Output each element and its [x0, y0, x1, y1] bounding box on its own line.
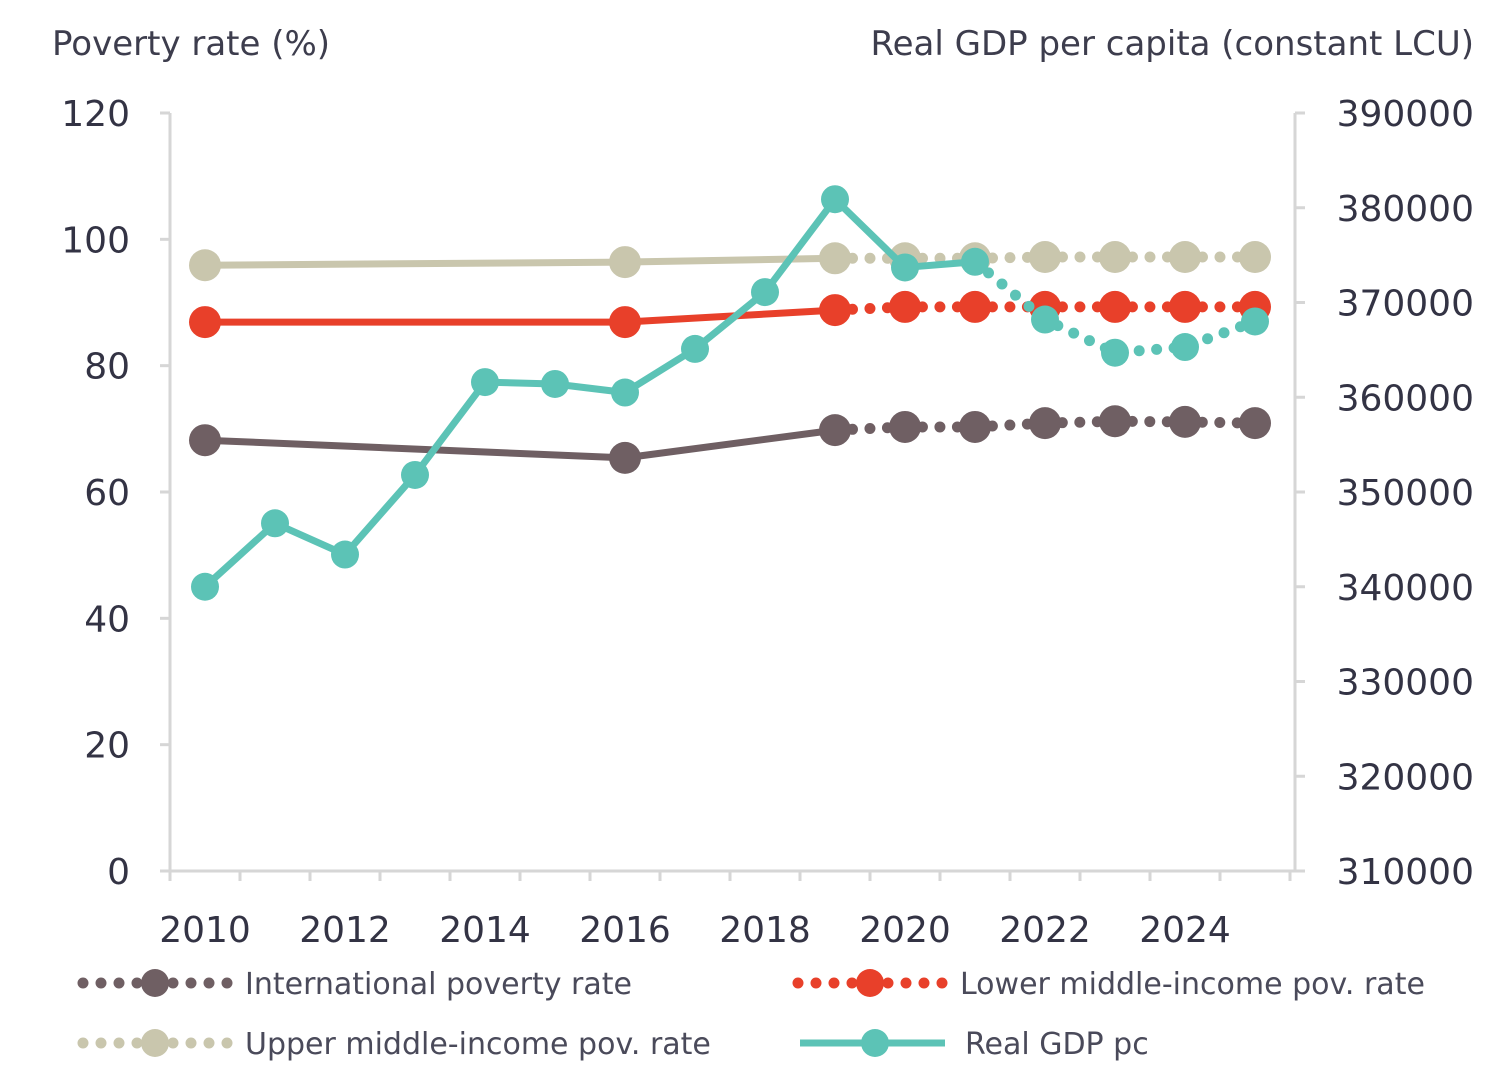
upper-middle-income-pov-rate-point — [1239, 241, 1271, 274]
right-tick-label: 350000 — [1337, 473, 1474, 514]
international-poverty-rate-point — [609, 441, 641, 474]
real-gdp-pc-point — [961, 247, 989, 276]
right-tick-label: 380000 — [1337, 189, 1474, 230]
real-gdp-pc-point — [1101, 338, 1129, 367]
real-gdp-pc-point — [331, 540, 359, 569]
x-tick-label: 2012 — [299, 910, 391, 951]
left-tick-label: 60 — [84, 473, 130, 514]
legend-swatch-marker — [856, 969, 884, 997]
x-tick-label: 2024 — [1139, 910, 1231, 951]
upper-middle-income-pov-rate-point — [1029, 241, 1061, 274]
legend-item: Lower middle-income pov. rate — [792, 967, 1425, 1002]
real-gdp-pc-point — [261, 509, 289, 538]
axes: 0 20 40 60 80 100 120 310000 320000 330000 340000 3… — [61, 94, 1474, 951]
legend-label: International poverty rate — [245, 967, 632, 1002]
legend-label: Lower middle-income pov. rate — [960, 967, 1425, 1002]
right-axis-title: Real GDP per capita (constant LCU) — [871, 24, 1474, 64]
real-gdp-pc-point — [821, 185, 849, 214]
legend-swatch-marker — [141, 969, 169, 997]
upper-middle-income-pov-rate-point — [189, 249, 221, 282]
upper-middle-income-pov-rate-line-solid — [204, 254, 836, 269]
real-gdp-pc-point — [681, 334, 709, 363]
upper-middle-income-pov-rate-point — [609, 246, 641, 279]
right-tick-label: 390000 — [1337, 94, 1474, 135]
legend-item: International poverty rate — [77, 967, 632, 1002]
real-gdp-pc-point — [611, 378, 639, 407]
upper-middle-income-pov-rate-point — [1099, 241, 1131, 274]
left-tick-label: 120 — [61, 94, 130, 135]
x-tick-label: 2010 — [159, 910, 251, 951]
international-poverty-rate-point — [959, 410, 991, 443]
right-tick-label: 360000 — [1337, 378, 1474, 419]
lower-middle-income-pov-rate-point — [609, 306, 641, 339]
lower-middle-income-pov-rate-point — [1099, 290, 1131, 323]
right-tick-label: 340000 — [1337, 568, 1474, 609]
international-poverty-rate-point — [1169, 405, 1201, 438]
real-gdp-pc-point — [1031, 305, 1059, 334]
real-gdp-pc-point — [541, 369, 569, 398]
lower-middle-income-pov-rate-point — [1169, 290, 1201, 323]
legend-label: Real GDP pc — [965, 1027, 1149, 1062]
real-gdp-pc-point — [401, 460, 429, 489]
left-axis-title: Poverty rate (%) — [52, 24, 330, 64]
real-gdp-pc-point — [471, 368, 499, 397]
real-gdp-pc-point — [1241, 307, 1269, 336]
left-tick-label: 0 — [107, 852, 130, 893]
international-poverty-rate-point — [189, 424, 221, 457]
x-tick-label: 2014 — [439, 910, 531, 951]
left-tick-label: 100 — [61, 220, 130, 261]
real-gdp-pc-point — [891, 253, 919, 282]
right-tick-label: 370000 — [1337, 284, 1474, 325]
legend-label: Upper middle-income pov. rate — [245, 1027, 711, 1062]
international-poverty-rate-point — [1239, 407, 1271, 440]
international-poverty-rate-point — [819, 414, 851, 447]
international-poverty-rate-point — [1099, 405, 1131, 438]
international-poverty-rate-point — [889, 410, 921, 443]
legend: International poverty rate Lower middle-i… — [77, 967, 1425, 1062]
right-tick-label: 330000 — [1337, 663, 1474, 704]
lower-middle-income-pov-rate-point — [889, 290, 921, 323]
x-tick-label: 2016 — [579, 910, 671, 951]
lower-middle-income-pov-rate-point — [189, 306, 221, 339]
legend-swatch-marker — [861, 1029, 889, 1057]
international-poverty-rate-point — [1029, 407, 1061, 440]
lower-middle-income-pov-rate-point — [959, 290, 991, 323]
legend-item: Upper middle-income pov. rate — [77, 1027, 711, 1062]
real-gdp-pc-line-solid — [202, 195, 976, 590]
x-tick-label: 2018 — [719, 910, 811, 951]
real-gdp-pc-line-dotted — [969, 256, 1261, 359]
legend-swatch-marker — [141, 1029, 169, 1057]
x-tick-label: 2020 — [859, 910, 951, 951]
upper-middle-income-pov-rate-point — [819, 242, 851, 275]
upper-middle-income-pov-rate-point — [1169, 241, 1201, 274]
legend-item: Real GDP pc — [800, 1027, 1149, 1062]
left-tick-label: 20 — [84, 726, 130, 767]
international-poverty-rate-line-solid — [204, 426, 836, 462]
right-tick-label: 320000 — [1337, 757, 1474, 798]
series-lines — [189, 185, 1271, 601]
right-tick-label: 310000 — [1337, 852, 1474, 893]
left-tick-label: 40 — [84, 599, 130, 640]
real-gdp-pc-point — [1171, 333, 1199, 362]
x-tick-label: 2022 — [999, 910, 1091, 951]
left-tick-label: 80 — [84, 347, 130, 388]
lower-middle-income-pov-rate-point — [819, 294, 851, 327]
real-gdp-pc-point — [191, 572, 219, 601]
real-gdp-pc-point — [751, 278, 779, 307]
